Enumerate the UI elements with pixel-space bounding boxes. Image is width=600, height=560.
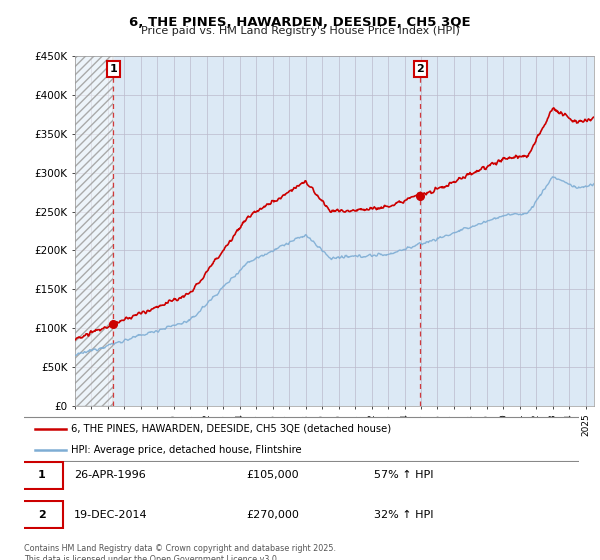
Text: £270,000: £270,000	[246, 510, 299, 520]
Bar	[75, 56, 113, 406]
Text: £105,000: £105,000	[246, 470, 299, 480]
Text: 1: 1	[38, 470, 46, 480]
Text: 1: 1	[109, 64, 117, 74]
Text: 2: 2	[38, 510, 46, 520]
Text: 57% ↑ HPI: 57% ↑ HPI	[374, 470, 433, 480]
Text: 26-APR-1996: 26-APR-1996	[74, 470, 146, 480]
Bar	[75, 56, 113, 406]
Text: 32% ↑ HPI: 32% ↑ HPI	[374, 510, 433, 520]
Text: Contains HM Land Registry data © Crown copyright and database right 2025.
This d: Contains HM Land Registry data © Crown c…	[24, 544, 336, 560]
Text: Price paid vs. HM Land Registry's House Price Index (HPI): Price paid vs. HM Land Registry's House …	[140, 26, 460, 36]
Text: 6, THE PINES, HAWARDEN, DEESIDE, CH5 3QE (detached house): 6, THE PINES, HAWARDEN, DEESIDE, CH5 3QE…	[71, 424, 391, 434]
Text: 2: 2	[416, 64, 424, 74]
FancyBboxPatch shape	[21, 462, 63, 489]
Text: HPI: Average price, detached house, Flintshire: HPI: Average price, detached house, Flin…	[71, 445, 302, 455]
Text: 19-DEC-2014: 19-DEC-2014	[74, 510, 148, 520]
FancyBboxPatch shape	[21, 417, 582, 461]
FancyBboxPatch shape	[21, 501, 63, 528]
Text: 6, THE PINES, HAWARDEN, DEESIDE, CH5 3QE: 6, THE PINES, HAWARDEN, DEESIDE, CH5 3QE	[129, 16, 471, 29]
